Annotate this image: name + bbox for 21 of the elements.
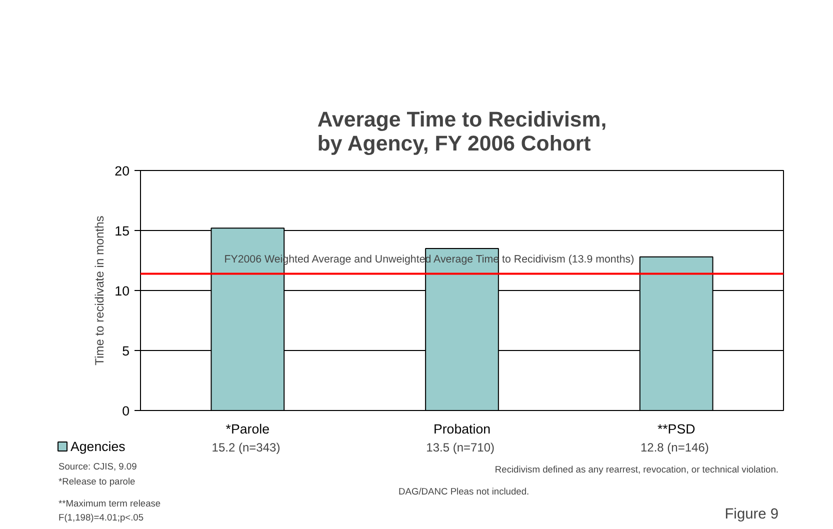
text: *Release to parole [58,476,136,486]
x-tick-label: Probation [433,422,491,436]
text: 13.5 (n=710) [426,440,495,454]
legend-label: Agencies [70,439,126,454]
text: **Maximum term release [58,498,161,508]
x-tick-label: **PSD [657,422,696,436]
y-tick-label: 0 [122,404,130,418]
y-tick-label: 20 [114,164,130,178]
text: 15.2 (n=343) [212,440,280,454]
y-tick-label: 10 [114,284,130,298]
text: 12.8 (n=146) [640,440,709,454]
text: Recidivism defined as any rearrest, revocation, or technical violation. [494,464,779,474]
x-tick-label: *Parole [226,422,270,436]
y-axis-title: Time to recidivate in months [92,216,107,366]
caption: Figure 9 [724,506,779,522]
source-note: Source: CJIS, 9.09 [58,462,137,472]
y-tick-label: 5 [122,344,130,358]
text: DAG/DANC Pleas not included. [398,486,530,496]
chart-title: Average Time to Recidivism, by Agency, FY 2006 Cohort [317,108,607,156]
text: F(1,198)=4.01;p<.05 [58,512,144,522]
y-tick-label: 15 [114,224,130,238]
